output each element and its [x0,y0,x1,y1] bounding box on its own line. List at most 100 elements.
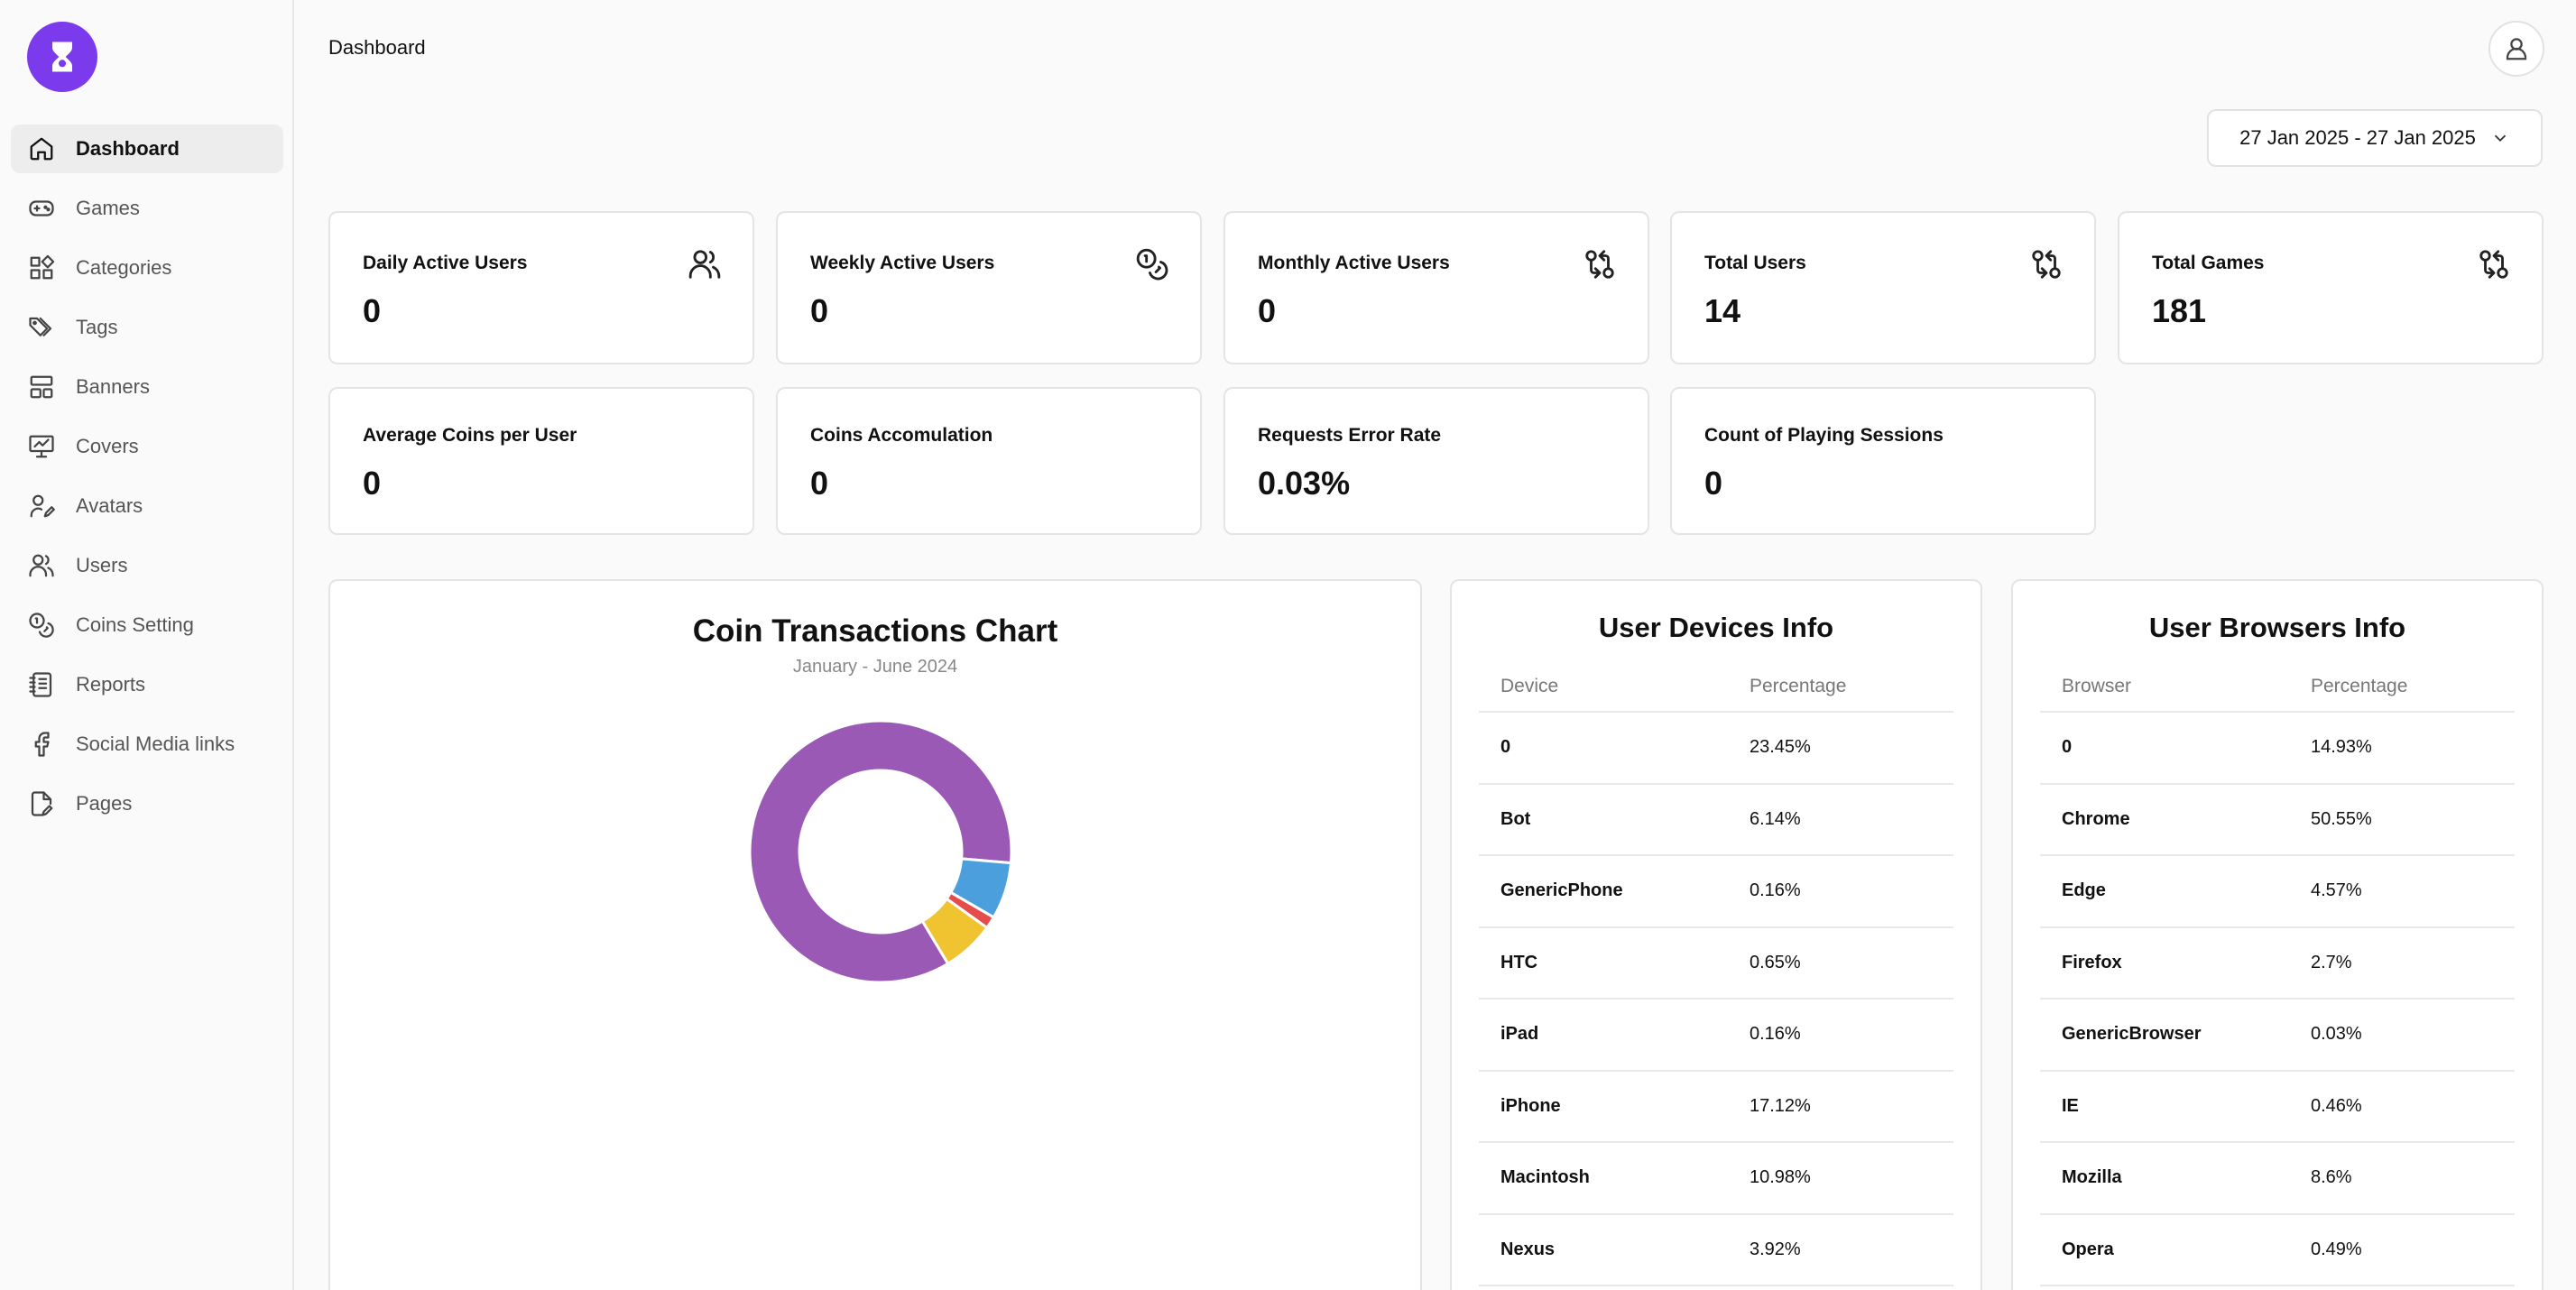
donut-slice-3[interactable] [920,897,989,966]
browser-percentage: 2.7% [2311,952,2352,972]
sidebar-item-label: Users [76,554,128,576]
device-percentage: 23.45% [1750,737,1811,758]
sidebar-item-avatars[interactable]: Avatars [11,482,283,530]
sidebar-item-pages[interactable]: Pages [11,779,283,828]
sidebar-item-social-media-links[interactable]: Social Media links [11,720,283,769]
device-name: Nexus [1500,1239,1556,1259]
browser-name: Edge [2062,880,2106,901]
user-browsers-card: User Browsers Info Browser Percentage 0 1… [2011,579,2544,1290]
devices-table: Device Percentage 0 23.45% Bot 6.14% Gener… [1479,662,1953,1286]
column-header-percentage: Percentage [1750,676,1847,696]
sidebar-item-coins-setting[interactable]: Coins Setting [11,601,283,650]
table-row: iPad 0.16% [1479,1000,1953,1072]
table-row: IE 0.46% [2040,1072,2515,1143]
stat-card-weekly-active-users: Weekly Active Users 0 [776,211,1202,364]
coin-transactions-donut [748,719,1013,984]
user-devices-card: User Devices Info Device Percentage 0 23.… [1450,579,1982,1290]
file-pen-icon [27,789,56,818]
sidebar-item-categories[interactable]: Categories [11,244,283,292]
table-row: Bot 6.14% [1479,785,1953,856]
date-range-label: 27 Jan 2025 - 27 Jan 2025 [2239,126,2476,149]
device-name: GenericPhone [1500,880,1623,901]
stat-title: Average Coins per User [363,425,577,446]
stat-card-monthly-active-users: Monthly Active Users 0 [1223,211,1649,364]
chart-title: Coin Transactions Chart [692,613,1058,649]
sidebar-item-tags[interactable]: Tags [11,303,283,352]
column-header-percentage: Percentage [2311,676,2408,696]
git-compare-icon [2477,247,2511,281]
table-header: Device Percentage [1479,662,1953,713]
sidebar-item-label: Coins Setting [76,613,194,636]
browsers-title: User Browsers Info [2148,612,2406,643]
user-icon [2506,38,2527,60]
chart-subtitle: January - June 2024 [792,657,958,677]
stat-card-count-of-playing-sessions: Count of Playing Sessions 0 [1670,387,2096,535]
sidebar-item-label: Pages [76,792,133,815]
stat-value: 0 [1258,292,1277,329]
table-row: GenericPhone 0.16% [1479,856,1953,928]
profile-button[interactable] [2488,21,2544,77]
chevron-down-icon [2494,134,2507,143]
hourglass-logo-icon [52,41,72,72]
browser-percentage: 0.46% [2311,1095,2362,1116]
browser-name: 0 [2062,737,2073,758]
sidebar-item-label: Covers [76,435,139,457]
sidebar-item-covers[interactable]: Covers [11,422,283,471]
donut-slice-0[interactable] [748,719,1013,984]
browsers-table: Browser Percentage 0 14.93% Chrome 50.55% … [2040,662,2515,1286]
sidebar-item-label: Games [76,197,140,219]
device-name: 0 [1500,737,1511,758]
stat-title: Daily Active Users [363,253,528,273]
breadcrumb: Dashboard [328,36,426,59]
sidebar-item-label: Tags [76,316,118,338]
stat-card-total-users: Total Users 14 [1670,211,2096,364]
browser-percentage: 0.03% [2311,1024,2362,1045]
stat-title: Count of Playing Sessions [1704,425,1944,446]
git-compare-icon [2029,247,2064,281]
browser-name: IE [2062,1095,2079,1116]
device-name: iPhone [1500,1095,1561,1116]
stat-card-average-coins-per-user: Average Coins per User 0 [328,387,754,535]
table-row: GenericBrowser 0.03% [2040,1000,2515,1072]
sidebar-item-games[interactable]: Games [11,184,283,233]
sidebar-item-reports[interactable]: Reports [11,660,283,709]
sidebar: Dashboard Games Categories Tags Banners … [0,0,294,1290]
stat-title: Weekly Active Users [810,253,995,273]
git-compare-icon [1583,247,1617,281]
table-row: Mozilla 8.6% [2040,1143,2515,1215]
browser-name: Firefox [2062,952,2122,972]
stat-card-total-games: Total Games 181 [2118,211,2544,364]
notebook-icon [27,670,56,699]
sidebar-item-users[interactable]: Users [11,541,283,590]
presentation-icon [27,432,56,461]
stat-title: Monthly Active Users [1258,253,1450,273]
grid-icon [27,253,56,282]
sidebar-item-label: Reports [76,673,146,696]
sidebar-item-banners[interactable]: Banners [11,363,283,411]
sidebar-item-dashboard[interactable]: Dashboard [11,124,283,173]
tags-icon [27,313,56,342]
stat-title: Total Games [2152,253,2265,273]
sidebar-nav: Dashboard Games Categories Tags Banners … [11,124,283,839]
device-percentage: 0.16% [1750,880,1801,901]
browser-percentage: 8.6% [2311,1167,2352,1188]
table-row: Opera 0.49% [2040,1215,2515,1286]
facebook-icon [27,730,56,759]
sidebar-item-label: Categories [76,256,172,279]
table-row: 0 14.93% [2040,713,2515,785]
sidebar-item-label: Dashboard [76,137,180,160]
browser-name: Opera [2062,1239,2114,1259]
coin-transactions-chart-card: Coin Transactions Chart January - June 2… [328,579,1422,1290]
gamepad-icon [27,194,56,223]
app-logo[interactable] [27,22,97,92]
table-header: Browser Percentage [2040,662,2515,713]
users-icon [688,247,722,281]
stat-value: 181 [2152,292,2207,329]
browser-percentage: 50.55% [2311,808,2372,829]
column-header-device: Device [1500,676,1559,696]
date-range-picker[interactable]: 27 Jan 2025 - 27 Jan 2025 [2207,109,2543,167]
table-row: Edge 4.57% [2040,856,2515,928]
stat-value: 0 [810,465,829,502]
device-percentage: 0.16% [1750,1024,1801,1045]
device-name: Macintosh [1500,1167,1590,1188]
